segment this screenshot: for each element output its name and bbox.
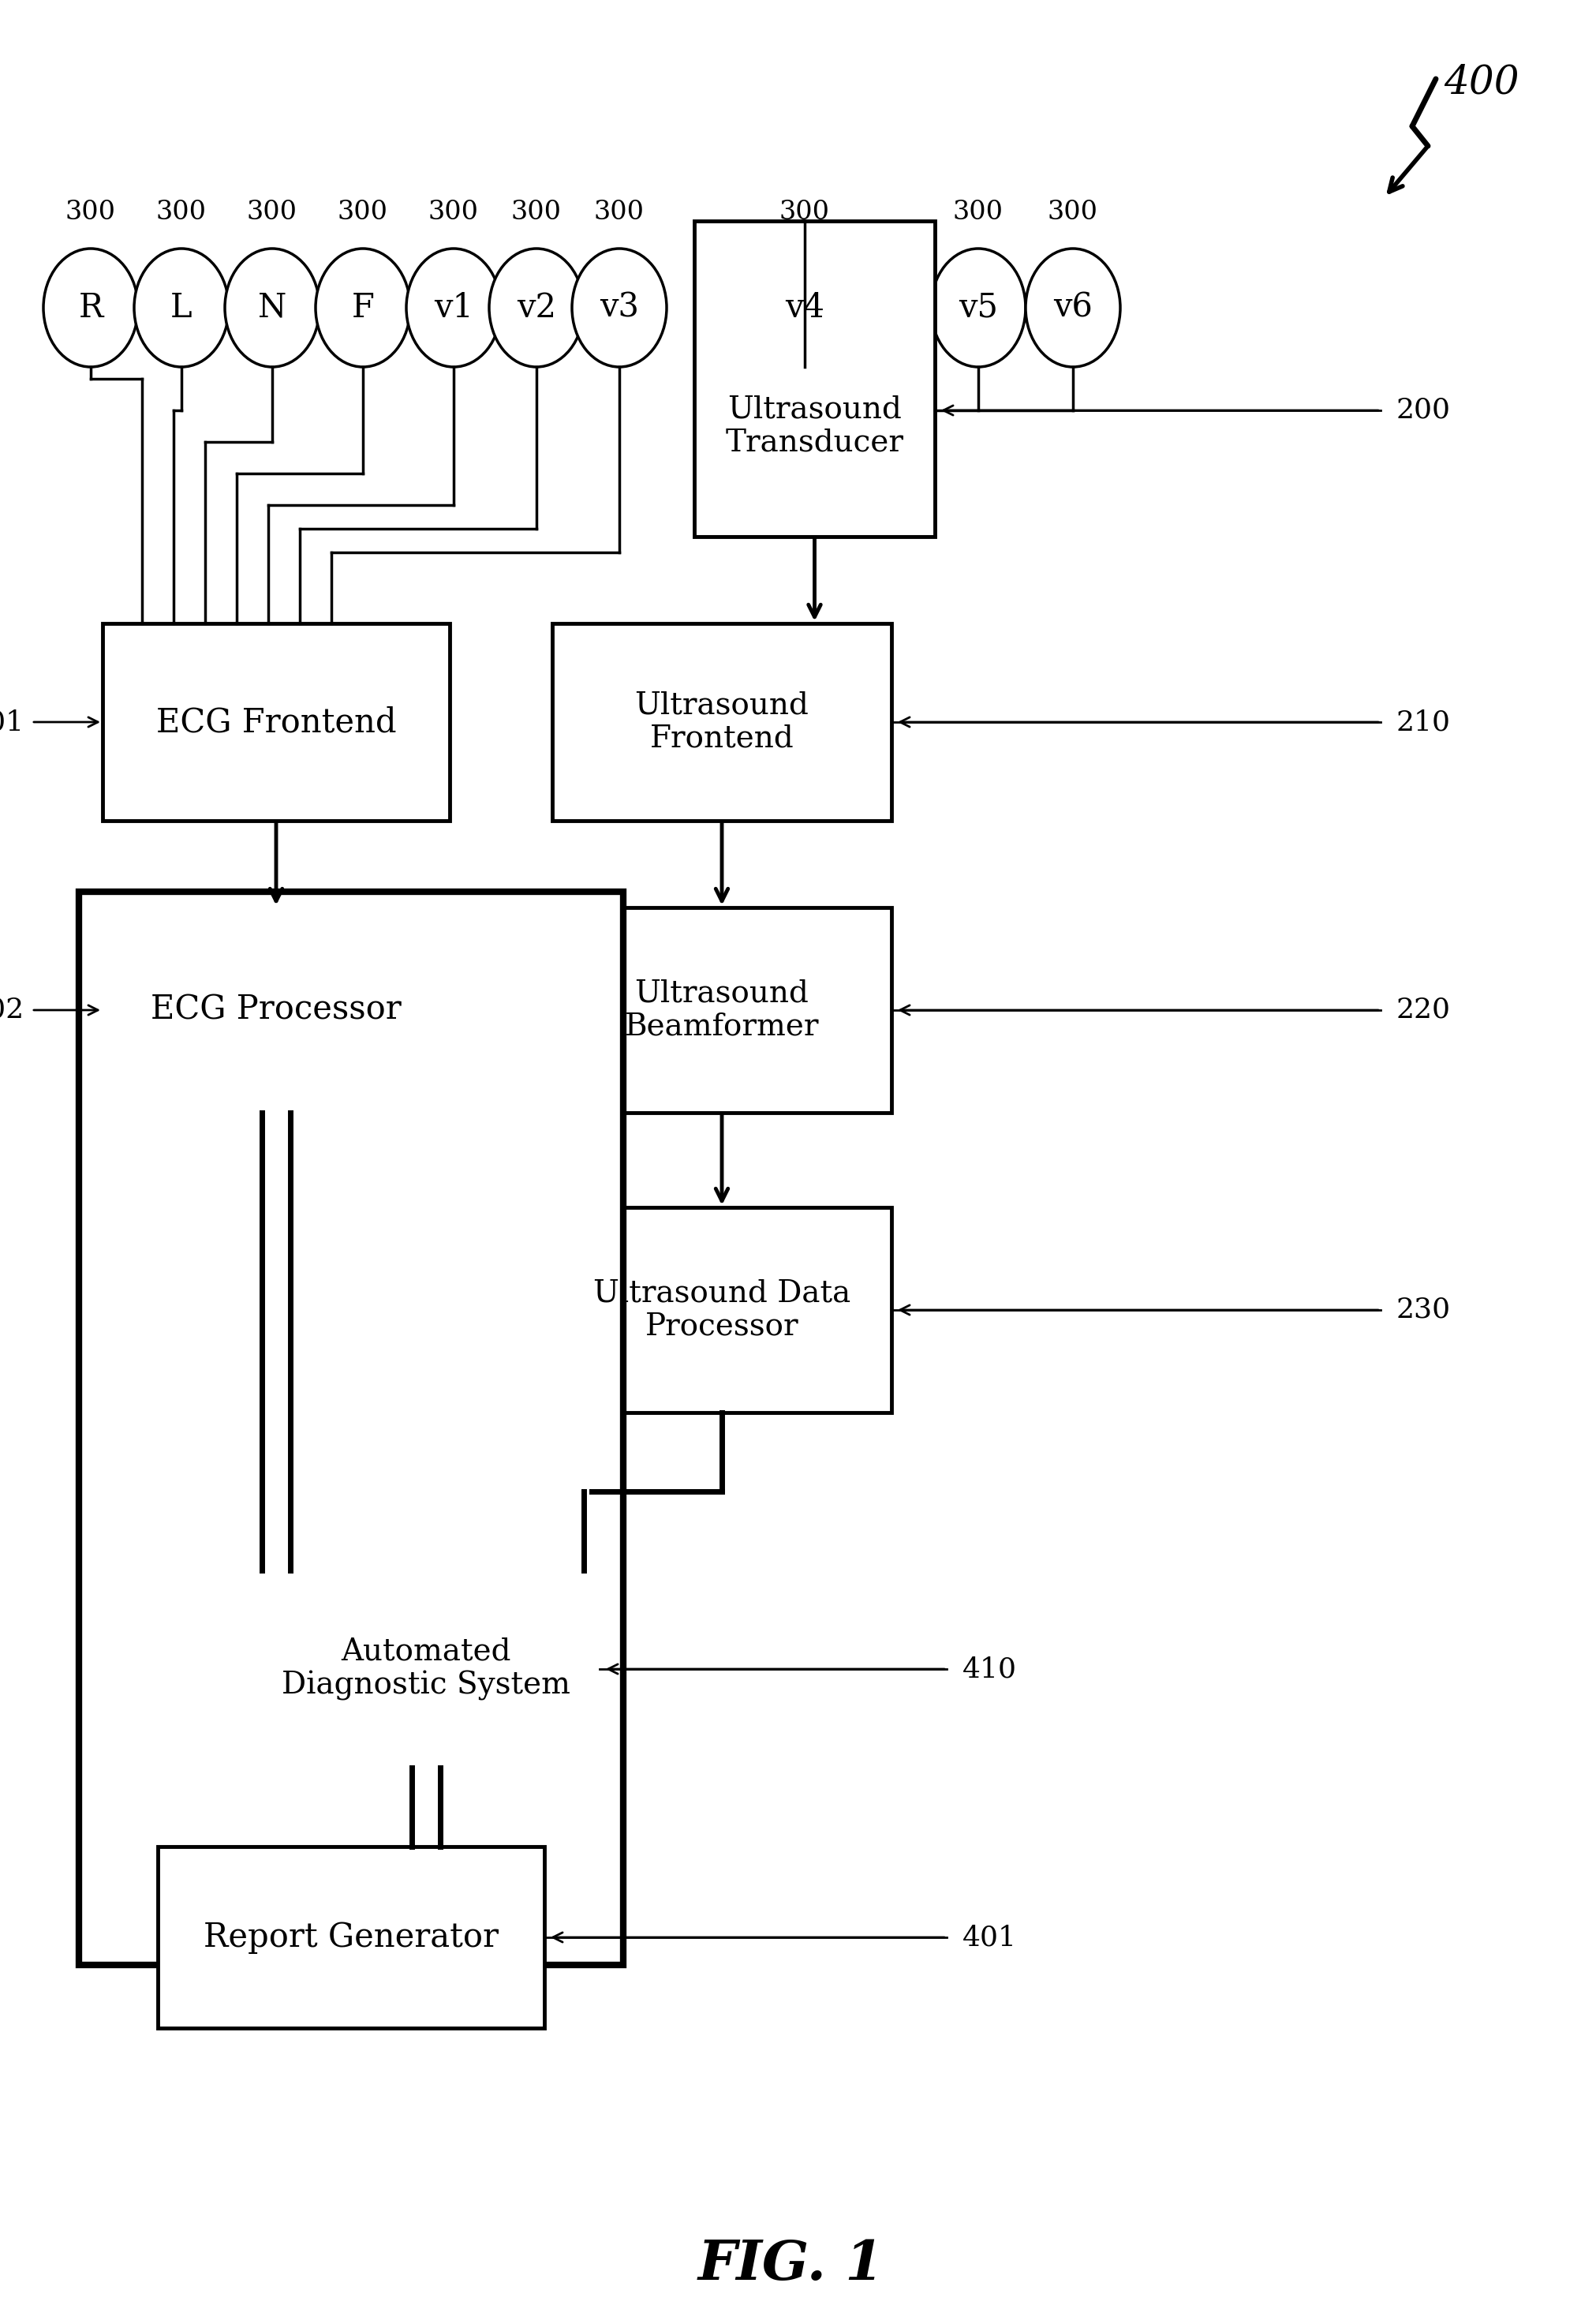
Bar xyxy=(552,1208,892,1413)
Bar xyxy=(253,1571,599,1769)
Ellipse shape xyxy=(225,249,319,367)
Text: Report Generator: Report Generator xyxy=(204,1920,498,1954)
Text: 300: 300 xyxy=(338,200,389,225)
Text: 300: 300 xyxy=(1048,200,1099,225)
Text: N: N xyxy=(258,290,286,325)
Bar xyxy=(103,906,449,1113)
Text: L: L xyxy=(171,290,193,325)
Text: 302: 302 xyxy=(0,997,24,1023)
Bar xyxy=(552,623,892,820)
Text: 230: 230 xyxy=(1396,1297,1451,1322)
Ellipse shape xyxy=(489,249,583,367)
Text: v2: v2 xyxy=(517,290,557,325)
Text: Ultrasound Data
Processor: Ultrasound Data Processor xyxy=(593,1278,851,1341)
Ellipse shape xyxy=(931,249,1026,367)
Text: 300: 300 xyxy=(157,200,207,225)
Text: v5: v5 xyxy=(958,290,998,325)
Text: 220: 220 xyxy=(1396,997,1451,1023)
Text: 300: 300 xyxy=(779,200,830,225)
Text: v4: v4 xyxy=(786,290,824,325)
Text: Automated
Diagnostic System: Automated Diagnostic System xyxy=(281,1636,571,1701)
Text: Ultrasound
Beamformer: Ultrasound Beamformer xyxy=(624,978,819,1041)
Text: FIG. 1: FIG. 1 xyxy=(697,2238,884,2291)
Text: 300: 300 xyxy=(247,200,297,225)
Text: 400: 400 xyxy=(1443,63,1519,102)
Text: v3: v3 xyxy=(599,290,639,325)
Text: Ultrasound
Transducer: Ultrasound Transducer xyxy=(726,395,904,458)
Ellipse shape xyxy=(757,249,852,367)
Ellipse shape xyxy=(1026,249,1121,367)
Text: ECG Processor: ECG Processor xyxy=(150,995,402,1027)
Text: 300: 300 xyxy=(428,200,479,225)
Text: 401: 401 xyxy=(963,1924,1017,1950)
Text: ECG Frontend: ECG Frontend xyxy=(157,706,397,739)
Text: 410: 410 xyxy=(963,1655,1017,1683)
Text: 300: 300 xyxy=(65,200,115,225)
Text: v6: v6 xyxy=(1053,290,1092,325)
Text: 300: 300 xyxy=(511,200,561,225)
Text: 301: 301 xyxy=(0,709,24,734)
Text: 300: 300 xyxy=(953,200,1004,225)
Bar xyxy=(552,906,892,1113)
Ellipse shape xyxy=(316,249,409,367)
Text: 210: 210 xyxy=(1396,709,1451,734)
Bar xyxy=(79,892,623,1966)
Ellipse shape xyxy=(43,249,138,367)
Text: R: R xyxy=(79,290,103,325)
Text: Ultrasound
Frontend: Ultrasound Frontend xyxy=(634,690,809,753)
Text: 300: 300 xyxy=(594,200,645,225)
Ellipse shape xyxy=(134,249,229,367)
Text: 200: 200 xyxy=(1396,397,1451,423)
Bar xyxy=(158,1848,544,2029)
Text: v1: v1 xyxy=(433,290,473,325)
Ellipse shape xyxy=(572,249,667,367)
Text: F: F xyxy=(351,290,375,325)
Ellipse shape xyxy=(406,249,501,367)
Bar xyxy=(103,623,449,820)
Bar xyxy=(694,221,934,537)
